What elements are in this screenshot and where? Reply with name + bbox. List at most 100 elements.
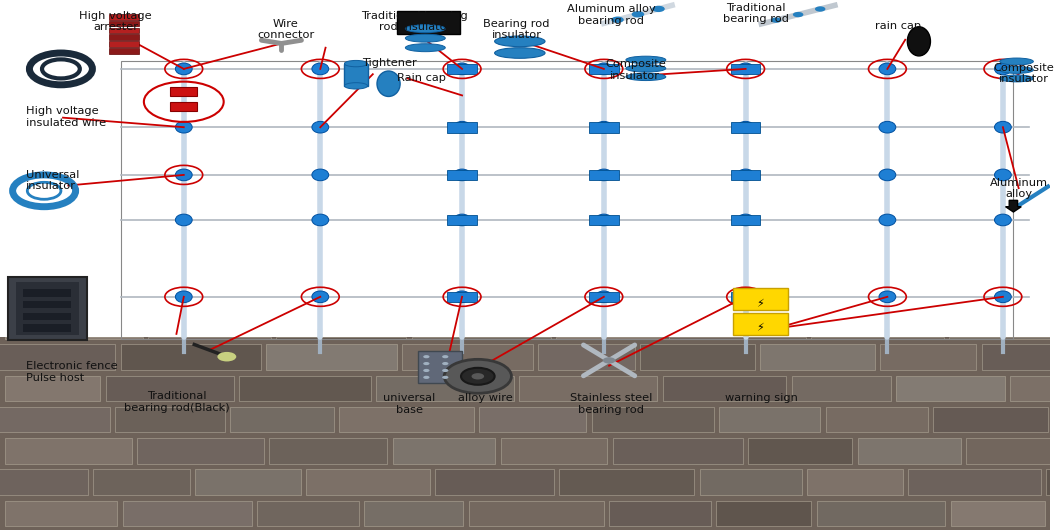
Bar	[792, 375, 890, 401]
Bar	[719, 407, 820, 432]
Ellipse shape	[454, 214, 471, 226]
Bar	[392, 438, 495, 464]
Text: Traditional
bearing rod: Traditional bearing rod	[723, 3, 789, 24]
Bar	[258, 500, 359, 526]
Bar	[951, 500, 1045, 526]
Bar	[816, 500, 946, 526]
Bar	[0, 470, 88, 495]
Bar	[589, 122, 619, 132]
Ellipse shape	[879, 214, 896, 226]
Text: Composite
insulator: Composite insulator	[605, 59, 666, 81]
Text: Universal
insulator: Universal insulator	[26, 170, 80, 191]
Text: Traditional
bearing rod(Black): Traditional bearing rod(Black)	[124, 391, 229, 413]
Ellipse shape	[454, 121, 471, 133]
Bar	[435, 470, 554, 495]
Circle shape	[442, 369, 448, 372]
Bar	[277, 337, 406, 339]
Ellipse shape	[596, 63, 613, 75]
Text: warning sign: warning sign	[725, 393, 798, 403]
Ellipse shape	[175, 291, 192, 303]
Bar	[731, 122, 760, 132]
Bar	[640, 344, 755, 370]
Ellipse shape	[994, 169, 1011, 181]
Text: rain cap: rain cap	[874, 21, 921, 31]
Bar	[238, 375, 371, 401]
Bar	[447, 64, 477, 74]
Text: ⚡: ⚡	[757, 299, 764, 308]
Bar	[23, 313, 71, 320]
Bar	[396, 11, 460, 34]
Ellipse shape	[879, 169, 896, 181]
Bar	[93, 470, 190, 495]
Bar	[195, 470, 301, 495]
Bar	[109, 14, 139, 20]
Ellipse shape	[737, 169, 754, 181]
Bar	[662, 375, 787, 401]
Ellipse shape	[737, 121, 754, 133]
Bar	[5, 337, 143, 339]
Bar	[610, 500, 710, 526]
Ellipse shape	[312, 63, 329, 75]
Circle shape	[442, 362, 448, 365]
Circle shape	[423, 362, 429, 365]
Text: Tightener: Tightener	[363, 58, 417, 68]
Bar	[106, 375, 233, 401]
Ellipse shape	[175, 121, 192, 133]
Bar	[670, 337, 806, 339]
Ellipse shape	[994, 214, 1011, 226]
Circle shape	[815, 6, 826, 12]
Text: Composite
insulator: Composite insulator	[993, 63, 1055, 84]
Ellipse shape	[175, 214, 192, 226]
Ellipse shape	[596, 121, 613, 133]
Bar	[109, 21, 139, 27]
Bar	[808, 470, 902, 495]
Bar	[447, 122, 477, 132]
Ellipse shape	[625, 65, 666, 72]
Bar	[447, 292, 477, 302]
Bar	[589, 64, 619, 74]
Ellipse shape	[405, 34, 445, 42]
Bar	[731, 170, 760, 180]
Ellipse shape	[1000, 66, 1034, 73]
Bar	[0, 344, 116, 370]
Ellipse shape	[596, 214, 613, 226]
Circle shape	[793, 12, 803, 17]
Ellipse shape	[312, 169, 329, 181]
Bar	[5, 500, 118, 526]
Bar	[0, 337, 1050, 530]
Text: Aluminum alloy
bearing rod: Aluminum alloy bearing rod	[567, 4, 655, 26]
Bar	[109, 48, 139, 54]
Circle shape	[442, 376, 448, 379]
Ellipse shape	[596, 169, 613, 181]
Bar	[266, 344, 396, 370]
Bar	[1010, 375, 1060, 401]
Bar	[306, 470, 430, 495]
Bar	[170, 87, 197, 96]
Bar	[411, 337, 551, 339]
Ellipse shape	[737, 214, 754, 226]
Text: High voltage
arrester: High voltage arrester	[80, 11, 152, 32]
Bar	[230, 407, 334, 432]
Circle shape	[472, 373, 484, 379]
Ellipse shape	[312, 121, 329, 133]
Bar	[748, 438, 852, 464]
Bar	[365, 500, 463, 526]
Ellipse shape	[994, 121, 1011, 133]
Bar	[556, 337, 665, 339]
Ellipse shape	[994, 291, 1011, 303]
Bar	[966, 438, 1060, 464]
Bar	[734, 313, 788, 335]
Text: Bearing rod
insulator: Bearing rod insulator	[483, 19, 550, 40]
Bar	[339, 407, 474, 432]
Bar	[907, 470, 1041, 495]
Ellipse shape	[175, 63, 192, 75]
Bar	[376, 375, 514, 401]
Bar	[109, 34, 139, 40]
Bar	[589, 170, 619, 180]
Ellipse shape	[879, 63, 896, 75]
Ellipse shape	[454, 63, 471, 75]
Bar	[858, 438, 960, 464]
Ellipse shape	[312, 214, 329, 226]
Bar	[731, 292, 760, 302]
Ellipse shape	[625, 73, 666, 81]
